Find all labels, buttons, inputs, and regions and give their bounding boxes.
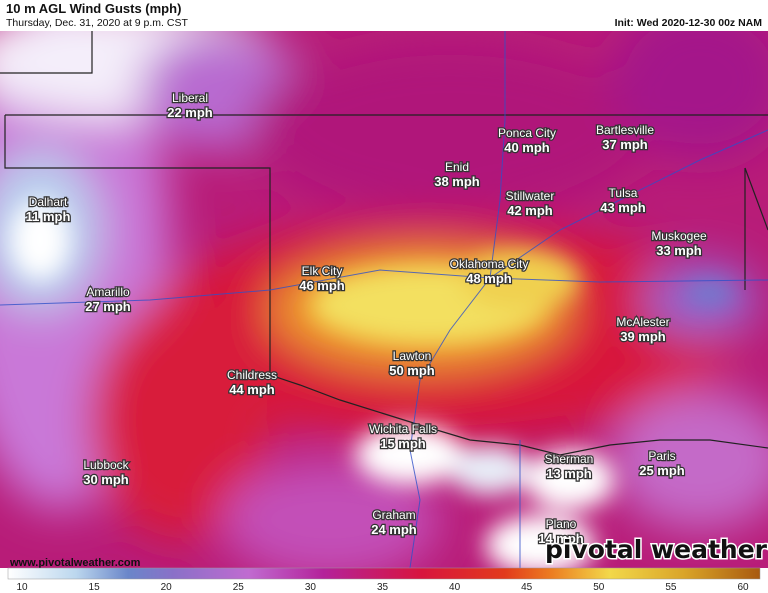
city-gust: 15 mph [380,436,426,451]
city-gust: 14 mph [538,531,584,546]
city-gust: 42 mph [507,203,553,218]
site-url: www.pivotalweather.com [9,557,141,569]
city-gust: 27 mph [85,299,131,314]
city-name: Muskogee [651,229,707,243]
city-name: Ponca City [498,126,556,140]
highways [0,31,768,568]
city-gust: 30 mph [83,472,129,487]
city-gust: 11 mph [26,209,71,224]
colorbar-ticks: 10 15 20 25 30 35 40 45 50 55 60 [16,582,749,593]
city-name: Sherman [545,452,594,466]
city-name: McAlester [616,315,669,329]
city-gust: 40 mph [504,140,550,155]
city-name: Tulsa [609,186,638,200]
city-gust: 22 mph [167,105,213,120]
colorbar-tick-label: 45 [521,582,533,593]
city-name: Amarillo [86,285,130,299]
city-name: Lubbock [83,458,129,472]
colorbar-tick-label: 20 [161,582,173,593]
city-gust: 13 mph [546,466,592,481]
city-gust: 24 mph [371,522,417,537]
city-name: Wichita Falls [369,422,437,436]
city-name: Elk City [302,264,343,278]
city-name: Stillwater [506,189,555,203]
city-gust: 50 mph [389,363,435,378]
title: 10 m AGL Wind Gusts (mph) [6,1,181,16]
init-time: Init: Wed 2020-12-30 00z NAM [615,17,763,29]
city-name: Childress [227,368,277,382]
colorbar-tick-label: 50 [593,582,605,593]
city-gust: 25 mph [639,463,685,478]
city-gust: 38 mph [434,174,480,189]
city-name: Bartlesville [596,123,654,137]
colorbar [7,567,761,580]
city-name: Paris [648,449,675,463]
city-name: Enid [445,160,469,174]
colorbar-tick-label: 15 [89,582,101,593]
map [0,31,768,568]
state-borders [0,31,768,456]
city-name: Dalhart [29,195,68,209]
city-gust: 44 mph [229,382,275,397]
subtitle: Thursday, Dec. 31, 2020 at 9 p.m. CST [6,17,188,29]
city-gust: 43 mph [600,200,646,215]
colorbar-tick-label: 10 [16,582,28,593]
city-gust: 37 mph [602,137,648,152]
city-gust: 48 mph [466,271,512,286]
colorbar-tick-label: 25 [233,582,245,593]
city-name: Liberal [172,91,208,105]
city-name: Graham [372,508,415,522]
colorbar-tick-label: 55 [665,582,677,593]
colorbar-tick-label: 60 [737,582,749,593]
colorbar-tick-label: 30 [305,582,317,593]
city-name: Oklahoma City [450,257,529,271]
city-name: Lawton [393,349,432,363]
city-gust: 33 mph [656,243,702,258]
logo: pivotal weather [545,535,768,564]
city-name: Plano [546,517,577,531]
city-gust: 39 mph [620,329,666,344]
colorbar-tick-label: 40 [449,582,461,593]
city-gust: 46 mph [299,278,345,293]
colorbar-tick-label: 35 [377,582,389,593]
